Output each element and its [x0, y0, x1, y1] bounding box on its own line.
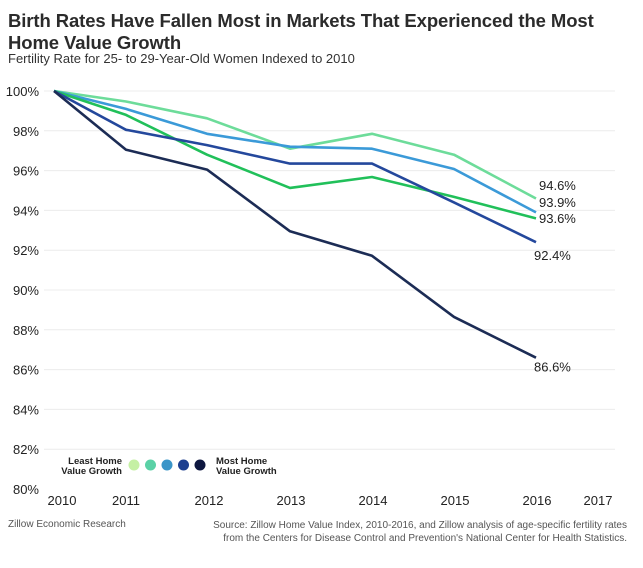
- y-tick-label: 88%: [13, 323, 39, 338]
- y-tick-label: 86%: [13, 363, 39, 378]
- series-lines: [53, 89, 537, 359]
- legend-left-label-2: Value Growth: [61, 466, 122, 477]
- y-tick-label: 80%: [13, 482, 39, 497]
- x-tick-label: 2010: [48, 493, 77, 508]
- legend-dot: [145, 459, 156, 471]
- legend-dot: [161, 459, 173, 471]
- y-tick-label: 92%: [13, 243, 39, 258]
- legend-dots: [128, 459, 206, 471]
- x-tick-label: 2016: [523, 493, 552, 508]
- series-line: [53, 89, 537, 359]
- legend-dot: [194, 459, 206, 471]
- y-tick-label: 84%: [13, 402, 39, 417]
- end-value-label: 92.4%: [534, 248, 571, 263]
- legend-dot: [178, 459, 189, 471]
- x-tick-label: 2017: [584, 493, 613, 508]
- series-line: [53, 89, 537, 220]
- end-value-label: 93.6%: [539, 211, 576, 226]
- y-tick-label: 90%: [13, 283, 39, 298]
- footer-source-line-1: Source: Zillow Home Value Index, 2010-20…: [213, 520, 627, 531]
- chart-title: Birth Rates Have Fallen Most in Markets …: [8, 10, 594, 53]
- x-axis-ticks: 2010 2011 2012 2013 2014 2015 2016 2017: [48, 493, 613, 508]
- footer-source: Source: Zillow Home Value Index, 2010-20…: [167, 519, 627, 545]
- legend-left-label-1: Least Home: [68, 456, 122, 467]
- series-line: [53, 89, 537, 200]
- series-line: [53, 89, 537, 244]
- footer-credit: Zillow Economic Research: [8, 519, 126, 530]
- end-labels: 94.6% 93.9%93.6% 92.4% 86.6%: [534, 178, 576, 375]
- end-value-label: 86.6%: [534, 360, 571, 375]
- legend-right-label-2: Value Growth: [216, 466, 277, 477]
- y-tick-label: 96%: [13, 164, 39, 179]
- x-tick-label: 2015: [441, 493, 470, 508]
- chart-subtitle: Fertility Rate for 25- to 29-Year-Old Wo…: [8, 51, 355, 66]
- legend-dot: [128, 459, 140, 471]
- y-tick-label: 94%: [13, 203, 39, 218]
- legend: Least Home Value Growth Most Home Value …: [61, 456, 277, 477]
- footer-source-line-2: from the Centers for Disease Control and…: [223, 533, 627, 544]
- legend-right-label-1: Most Home: [216, 456, 267, 467]
- gridlines: [44, 90, 615, 450]
- end-value-label: 93.9%: [539, 195, 576, 210]
- y-tick-label: 82%: [13, 442, 39, 457]
- y-tick-label: 100%: [6, 84, 40, 99]
- x-tick-label: 2012: [195, 493, 224, 508]
- end-value-label: 94.6%: [539, 178, 576, 193]
- series-line: [53, 89, 537, 214]
- y-axis-ticks: 100% 98% 96% 94% 92% 90% 88% 86% 84% 82% 80%: [6, 84, 40, 497]
- x-tick-label: 2014: [359, 493, 388, 508]
- y-tick-label: 98%: [13, 124, 39, 139]
- x-tick-label: 2011: [112, 493, 140, 508]
- x-tick-label: 2013: [277, 493, 306, 508]
